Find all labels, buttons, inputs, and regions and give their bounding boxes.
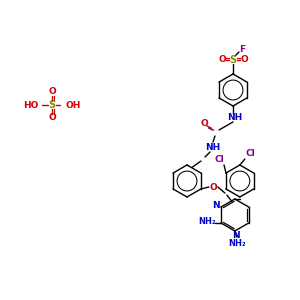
Text: NH: NH xyxy=(227,113,243,122)
Text: NH₂: NH₂ xyxy=(198,217,216,226)
Text: NH: NH xyxy=(206,142,220,152)
Text: O: O xyxy=(48,88,56,97)
Text: Cl: Cl xyxy=(214,154,224,164)
Text: N: N xyxy=(212,202,220,211)
Text: N: N xyxy=(232,232,240,241)
Text: NH₂: NH₂ xyxy=(228,238,246,247)
Text: O: O xyxy=(200,119,208,128)
Text: HO: HO xyxy=(22,100,38,109)
Text: S: S xyxy=(48,100,56,110)
Text: O: O xyxy=(218,56,226,64)
Text: O: O xyxy=(210,182,218,191)
Text: F: F xyxy=(239,44,245,53)
Text: O: O xyxy=(48,113,56,122)
Text: Cl: Cl xyxy=(246,148,256,158)
Text: O: O xyxy=(240,56,248,64)
Text: OH: OH xyxy=(66,100,81,109)
Text: S: S xyxy=(230,55,237,65)
